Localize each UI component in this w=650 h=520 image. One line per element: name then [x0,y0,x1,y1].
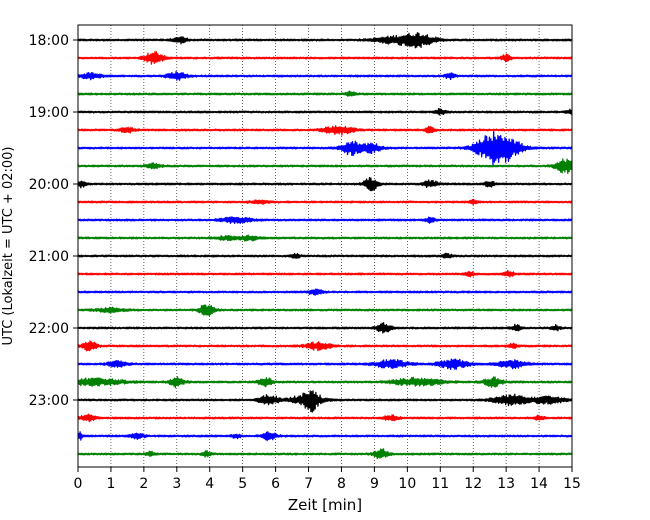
plot-background [78,25,572,467]
y-tick-label: 18:00 [29,33,69,49]
x-tick-label: 14 [530,476,548,492]
seismic-trace [77,158,573,175]
x-tick-label: 12 [464,476,482,492]
seismic-trace [77,51,573,65]
x-tick-label: 2 [139,476,148,492]
traces-group [77,32,573,460]
x-tick-label: 7 [304,476,313,492]
y-tick-label: 22:00 [29,321,69,337]
y-tick-label: 19:00 [29,105,69,121]
seismic-trace [77,90,573,97]
seismic-trace [77,107,573,116]
seismic-trace [77,130,573,166]
x-tick-label: 8 [337,476,346,492]
y-tick-label: 20:00 [29,177,69,193]
x-tick-label: 15 [563,476,581,492]
seismic-trace [77,431,573,442]
y-tick-label: 23:00 [29,393,69,409]
seismic-trace [77,176,573,192]
seismic-trace [77,390,573,413]
x-tick-label: 0 [74,476,83,492]
y-tick-label: 21:00 [29,249,69,265]
seismic-trace [77,269,573,278]
seismic-trace [77,125,573,136]
seismic-trace [77,234,573,242]
x-tick-label: 13 [497,476,515,492]
seismic-trace [77,70,573,81]
seismic-trace [77,198,573,206]
seismic-trace [77,216,573,225]
seismic-trace [77,340,573,352]
seismic-trace [77,322,573,334]
x-tick-label: 1 [106,476,115,492]
seismic-trace [77,288,573,296]
x-tick-label: 4 [205,476,214,492]
x-axis-title: Zeit [min] [288,496,362,514]
y-axis-title: UTC (Lokalzeit = UTC + 02:00) [1,147,16,346]
x-axis-ticks: 0 1 2 3 4 5 6 7 8 9 10 11 12 13 14 15 [74,467,581,492]
x-tick-label: 10 [398,476,416,492]
seismic-trace [77,448,573,460]
seismic-trace [77,304,573,317]
x-tick-label: 3 [172,476,181,492]
seismic-trace [77,32,573,49]
plot-frame [77,24,573,468]
seismic-trace [77,413,573,423]
seismic-trace [77,376,573,389]
x-tick-label: 11 [431,476,449,492]
x-tick-label: 6 [271,476,280,492]
x-tick-label: 9 [370,476,379,492]
seismic-trace [77,252,573,259]
y-axis-ticks: 18:00 19:00 20:00 21:00 22:00 23:00 [29,33,78,409]
seismic-trace [77,358,573,371]
x-tick-label: 5 [238,476,247,492]
